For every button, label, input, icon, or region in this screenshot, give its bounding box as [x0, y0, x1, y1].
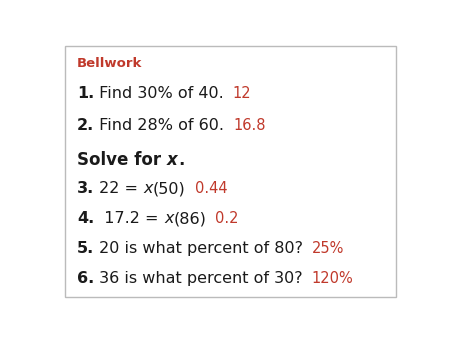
Text: 3.: 3. — [77, 182, 94, 196]
Text: Solve for: Solve for — [77, 151, 167, 169]
Text: 12: 12 — [233, 87, 252, 101]
Text: 22 =: 22 = — [94, 182, 144, 196]
Text: (50): (50) — [153, 182, 186, 196]
Text: Find 30% of 40.: Find 30% of 40. — [94, 87, 224, 101]
Text: 0.2: 0.2 — [215, 211, 238, 226]
Text: 6.: 6. — [77, 271, 94, 286]
Text: Bellwork: Bellwork — [77, 57, 143, 71]
Text: x: x — [144, 182, 153, 196]
Text: 0.44: 0.44 — [194, 182, 227, 196]
Text: 1.: 1. — [77, 87, 94, 101]
Text: x: x — [164, 211, 174, 226]
Text: 25%: 25% — [312, 241, 345, 256]
Text: .: . — [178, 151, 184, 169]
Text: 120%: 120% — [312, 271, 354, 286]
Text: (86): (86) — [174, 211, 207, 226]
Text: 36 is what percent of 30?: 36 is what percent of 30? — [94, 271, 303, 286]
Text: Find 28% of 60.: Find 28% of 60. — [94, 118, 225, 132]
Text: 2.: 2. — [77, 118, 94, 132]
Text: 16.8: 16.8 — [233, 118, 266, 132]
Text: x: x — [167, 151, 178, 169]
Text: 5.: 5. — [77, 241, 94, 256]
Text: 20 is what percent of 80?: 20 is what percent of 80? — [94, 241, 303, 256]
Text: 17.2 =: 17.2 = — [94, 211, 164, 226]
Text: 4.: 4. — [77, 211, 94, 226]
FancyBboxPatch shape — [65, 46, 396, 297]
